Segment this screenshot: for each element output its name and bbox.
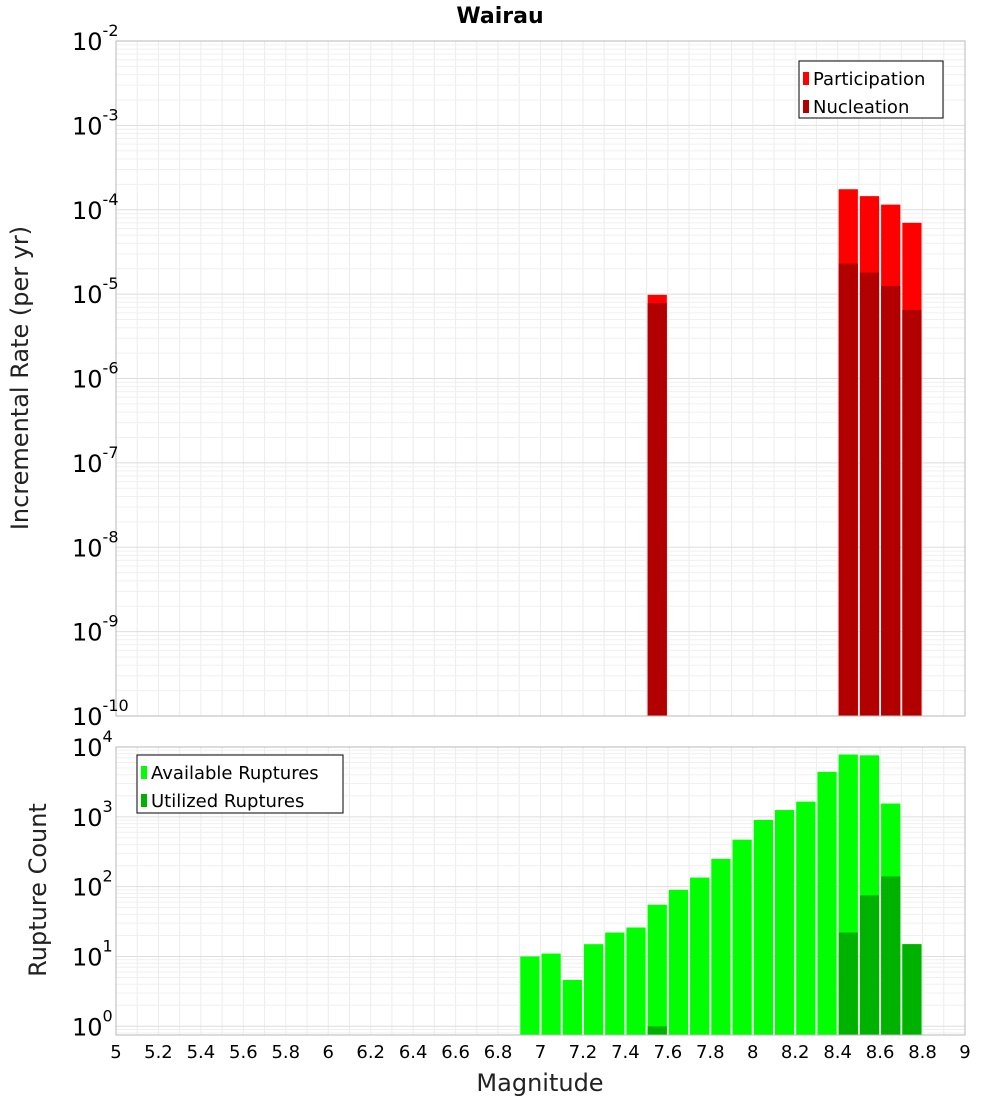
bar [859,272,880,716]
top-gridlines [115,41,966,717]
legend-label: Available Ruptures [151,763,319,784]
legend-label: Nucleation [813,97,909,118]
chart-title: Wairau [456,4,543,29]
bottom-series-utilized-ruptures [647,876,922,1035]
y-tick-label: 100 [72,1006,113,1041]
x-tick-label: 6 [323,1042,334,1063]
bar [520,956,540,1035]
y-tick-label: 10-5 [72,274,119,309]
x-tick-label: 5 [110,1042,121,1063]
bar [774,810,795,1035]
y-tick-label: 10-8 [72,527,119,562]
legend-swatch [141,794,147,807]
bar [668,889,689,1035]
bar [541,953,561,1035]
bar [881,876,901,1035]
top-y-axis-title: Incremental Rate (per yr) [6,226,34,530]
legend-label: Participation [813,69,925,90]
x-tick-label: 5.4 [187,1042,216,1063]
top-legend: Participation Nucleation [798,60,944,119]
legend-swatch [803,100,809,113]
bar [902,944,922,1035]
bar [881,285,901,716]
bar [753,820,773,1035]
bottom-y-axis-title: Rupture Count [24,803,52,977]
x-tick-label: 8.8 [908,1042,937,1063]
x-axis-title: Magnitude [476,1069,603,1097]
y-tick-label: 10-3 [72,105,119,140]
y-tick-label: 10-9 [72,612,119,647]
x-tick-label: 7.8 [696,1042,725,1063]
bar [583,944,604,1035]
x-tick-label: 5.2 [144,1042,173,1063]
legend-box [798,60,944,119]
x-tick-label: 6.6 [441,1042,470,1063]
x-tick-label: 9 [959,1042,970,1063]
bar [902,309,922,716]
bar [732,839,752,1035]
y-tick-label: 10-6 [72,359,119,394]
bottom-plot-panel: 100 101 102 103 104 5 5.2 5.4 5.6 5.8 6 6.2 6.4 6.6 6.… [72,727,971,1063]
x-tick-label: 5.8 [271,1042,300,1063]
x-tick-label: 8.4 [823,1042,852,1063]
bar [711,858,731,1035]
y-tick-label: 104 [72,727,113,762]
y-tick-label: 103 [72,797,113,832]
bar [796,801,816,1035]
x-tick-label: 7.2 [569,1042,598,1063]
x-tick-label: 7.4 [611,1042,640,1063]
bottom-legend: Available Ruptures Utilized Ruptures [136,754,344,814]
bar [562,980,582,1035]
legend-swatch [803,72,809,85]
x-tick-label: 7.6 [654,1042,683,1063]
legend-label: Utilized Ruptures [151,791,304,812]
top-series-nucleation [647,263,922,716]
bar [605,932,625,1035]
y-tick-label: 10-2 [72,21,119,56]
bar [838,932,858,1035]
legend-swatch [141,766,147,779]
x-tick-label: 6.2 [356,1042,385,1063]
x-tick-label: 8.2 [781,1042,810,1063]
bar [647,904,667,1035]
y-tick-label: 101 [72,936,113,971]
bar [817,771,837,1035]
bar [647,1026,667,1035]
bar [859,895,880,1035]
bar [838,263,858,716]
bottom-plot-frame [115,746,966,1036]
x-tick-label: 5.6 [229,1042,258,1063]
x-tick-label: 8 [747,1042,758,1063]
x-tick-label: 7 [535,1042,546,1063]
x-tick-label: 8.6 [866,1042,895,1063]
x-tick-label: 6.8 [484,1042,513,1063]
bar [626,927,646,1035]
top-plot-frame [115,40,966,717]
y-tick-label: 102 [72,867,113,902]
bar [690,877,710,1035]
bar [647,303,667,716]
top-plot-panel: 10-10 10-9 10-8 10-7 10-6 10-5 10-4 10-3 10-2 Par… [72,21,966,731]
x-tick-label: 6.4 [399,1042,428,1063]
y-tick-label: 10-7 [72,443,119,478]
y-tick-label: 10-10 [72,696,129,731]
legend-box [136,754,344,814]
y-tick-label: 10-4 [72,190,119,225]
